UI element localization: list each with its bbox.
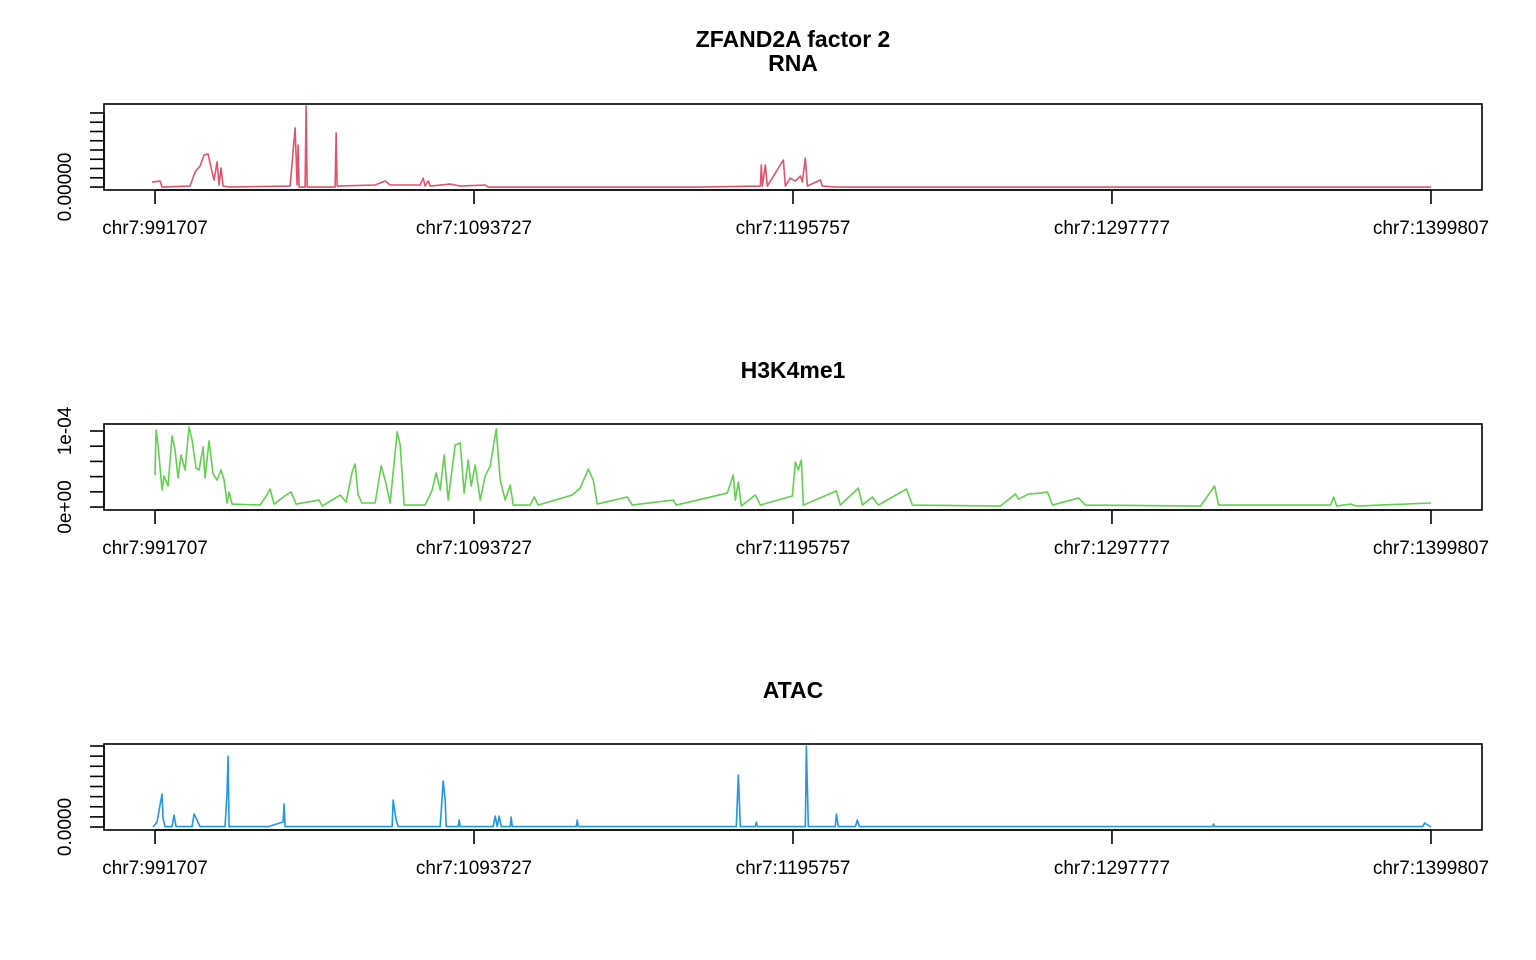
x-tick-label: chr7:991707	[102, 218, 208, 239]
x-tick-label: chr7:1093727	[416, 218, 532, 239]
y-tick-label: 0e+00	[55, 480, 76, 533]
x-tick-label: chr7:1195757	[736, 218, 851, 239]
x-tick-label: chr7:1195757	[736, 538, 851, 559]
panel-title: RNA	[768, 50, 818, 76]
y-tick-label: 0.00000	[55, 153, 76, 222]
x-tick-label: chr7:1297777	[1054, 538, 1170, 559]
x-tick-label: chr7:991707	[102, 538, 208, 559]
x-tick-label: chr7:1195757	[736, 858, 851, 879]
data-line	[154, 426, 1431, 507]
panel-title: ATAC	[763, 677, 823, 703]
data-line	[151, 105, 1431, 188]
x-tick-label: chr7:1399807	[1373, 858, 1489, 879]
x-tick-label: chr7:1399807	[1373, 538, 1489, 559]
figure-title: ZFAND2A factor 2	[696, 26, 891, 52]
x-tick-label: chr7:1297777	[1054, 858, 1170, 879]
x-tick-label: chr7:991707	[102, 858, 208, 879]
y-tick-label: 0.0000	[55, 798, 76, 856]
x-tick-label: chr7:1093727	[416, 858, 532, 879]
data-line	[152, 745, 1432, 828]
y-tick-label: 1e-04	[55, 406, 76, 455]
x-tick-label: chr7:1093727	[416, 538, 532, 559]
panel-title: H3K4me1	[741, 357, 846, 383]
x-tick-label: chr7:1297777	[1054, 218, 1170, 239]
x-tick-label: chr7:1399807	[1373, 218, 1489, 239]
